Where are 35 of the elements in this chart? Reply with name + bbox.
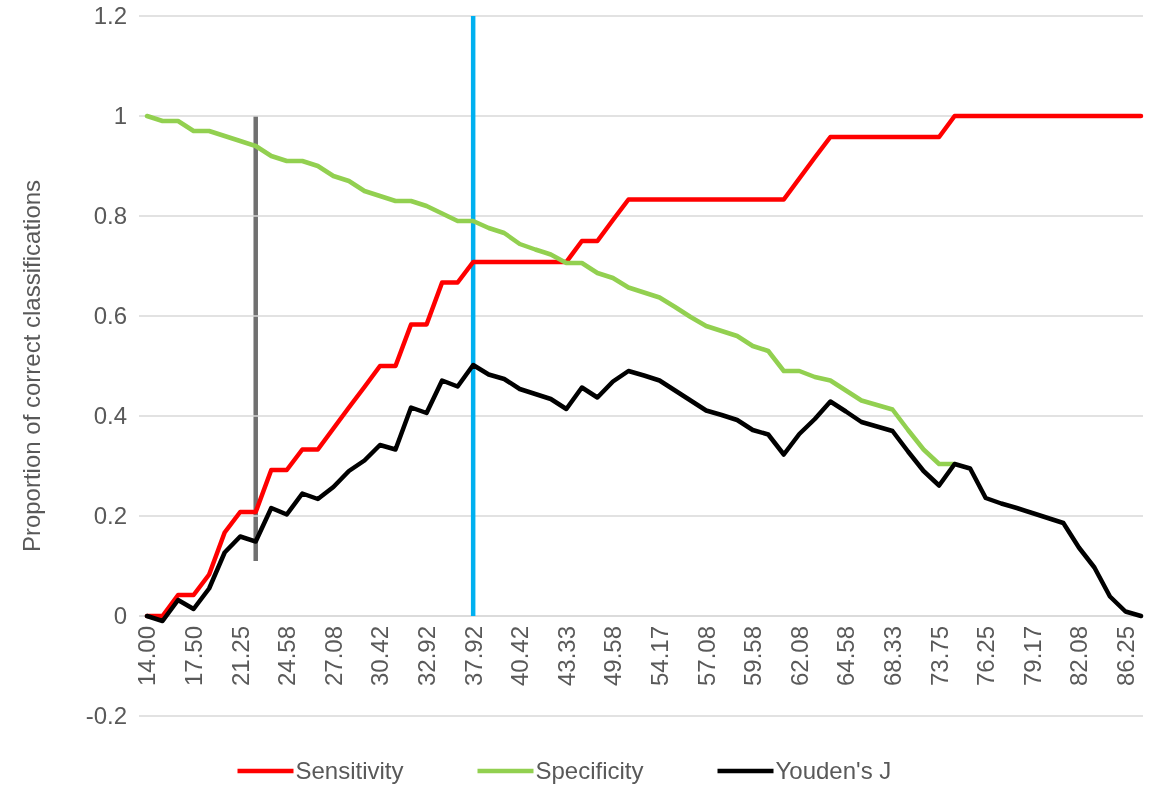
x-tick-label: 40.42 [506, 626, 534, 687]
x-tick-label: 30.42 [366, 626, 394, 687]
y-tick-label: 0.4 [93, 402, 127, 430]
y-tick-label: 1.2 [93, 2, 127, 30]
x-tick-label: 54.17 [645, 626, 673, 687]
legend-label: Specificity [535, 757, 644, 785]
x-tick-label: 62.08 [785, 626, 813, 687]
x-tick-label: 59.58 [739, 626, 767, 687]
x-tick-label: 49.58 [599, 626, 627, 687]
y-tick-label: 0.6 [93, 302, 127, 330]
x-tick-label: 27.08 [319, 626, 347, 687]
y-tick-label: 0 [113, 602, 127, 630]
x-tick-label: 21.25 [226, 626, 254, 687]
x-tick-label: 32.92 [412, 626, 440, 687]
x-tick-label: 24.58 [273, 626, 301, 687]
x-tick-label: 86.25 [1111, 626, 1139, 687]
x-tick-label: 57.08 [692, 626, 720, 687]
x-tick-label: 37.92 [459, 626, 487, 687]
legend-label: Youden's J [775, 757, 892, 785]
x-tick-label: 64.58 [832, 626, 860, 687]
x-tick-label: 68.33 [878, 626, 906, 687]
x-tick-label: 17.50 [179, 626, 207, 687]
legend-label: Sensitivity [295, 757, 404, 785]
line-series [144, 362, 1144, 624]
x-tick-label: 43.33 [552, 626, 580, 687]
x-tick-label: 79.17 [1018, 626, 1046, 687]
x-tick-label: 76.25 [972, 626, 1000, 687]
y-tick-label: 0.8 [93, 202, 127, 230]
y-tick-label: -0.2 [85, 702, 127, 730]
y-axis-title: Proportion of correct classifications [18, 179, 45, 553]
x-tick-label: 82.08 [1065, 626, 1093, 687]
y-tick-label: 0.2 [93, 502, 127, 530]
x-tick-label: 73.75 [925, 626, 953, 687]
y-tick-label: 1 [113, 102, 127, 130]
x-tick-label: 14.00 [133, 626, 161, 687]
